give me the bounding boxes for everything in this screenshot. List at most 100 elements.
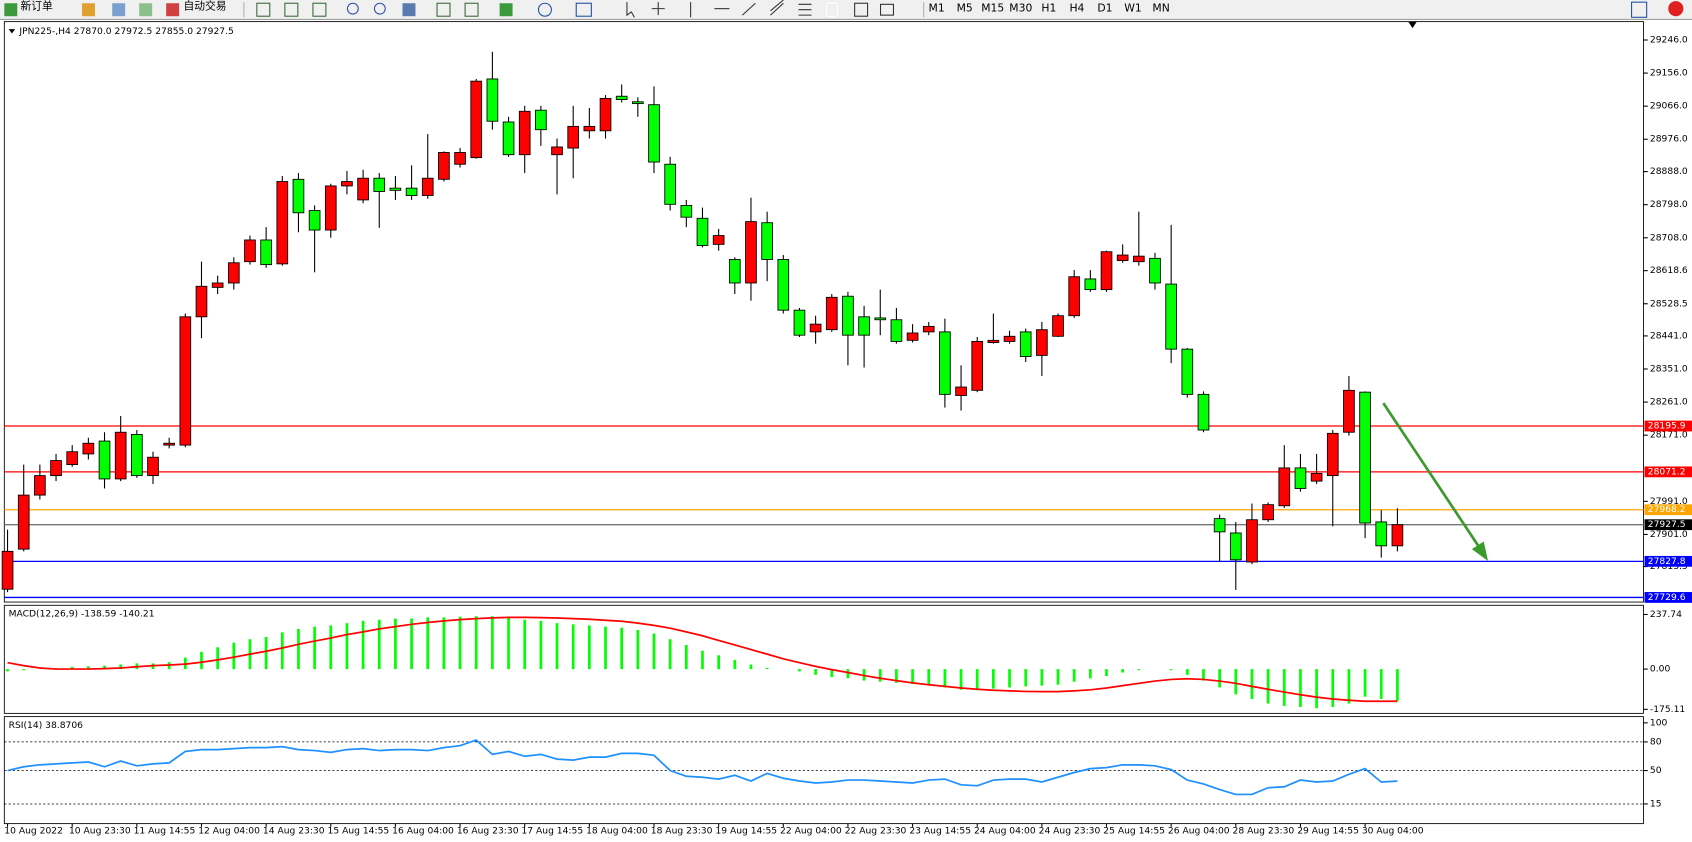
level-label-bg [1644,420,1692,432]
x-tick-label: 30 Aug 04:00 [1362,826,1424,837]
trendline-icon[interactable] [742,2,756,16]
candle-body [632,101,644,105]
candle-body [50,460,62,477]
x-tick-label: 16 Aug 04:00 [392,826,454,837]
tool-icon[interactable] [112,3,126,17]
candle-body [1019,331,1032,357]
candle-body [357,177,369,201]
candle-body [163,442,175,446]
template-icon[interactable] [575,2,592,17]
candle-body [1391,524,1404,547]
period-icon[interactable] [537,2,552,17]
tool-icon[interactable] [464,2,479,17]
timeframe-button[interactable]: MN [1152,2,1169,15]
indicator-icon[interactable] [499,3,513,17]
signal-line [7,616,1398,703]
new-order-button[interactable]: 新订单 [21,0,54,12]
timeframe-button[interactable]: M1 [929,2,945,15]
candle-body [470,80,483,159]
timeframe-button[interactable]: M15 [981,2,1004,15]
macd-panel [3,604,1644,714]
x-tick-label: 29 Aug 14:55 [1297,826,1359,837]
chart-title: JPN225-,H4 27870.0 27972.5 27855.0 27927… [18,26,234,37]
candle-body [1003,335,1016,342]
timeframe-button[interactable]: M30 [1009,2,1032,15]
rsi-line [7,739,1398,796]
search-icon[interactable] [1631,1,1648,18]
y-tick-label: 28351.0 [1650,364,1688,375]
timeframe-button[interactable]: D1 [1097,2,1112,15]
level-label-bg [1644,519,1692,531]
y-tick-label: 28171.0 [1650,430,1688,441]
auto-trading-icon[interactable] [166,3,180,17]
x-tick-label: 23 Aug 14:55 [909,826,971,837]
candle-body [825,296,838,331]
zoom-out-icon[interactable] [373,2,386,15]
candle-body [276,181,289,265]
shapes-icon[interactable] [879,3,895,16]
candle-body [1068,276,1081,317]
tool-icon[interactable] [312,2,327,17]
candle-body [551,146,563,156]
candle-body [696,217,709,246]
candle-body [1165,283,1177,350]
x-tick-label: 14 Aug 23:30 [263,826,325,837]
auto-trading-button[interactable]: 自动交易 [183,0,226,12]
new-order-icon[interactable] [4,3,18,17]
y-tick-label: 50 [1650,765,1662,776]
candle-body [1310,472,1323,482]
candle-body [583,125,596,132]
text-icon[interactable] [826,2,838,17]
label-icon[interactable] [854,2,869,17]
y-tick-label: 28708.0 [1650,232,1688,243]
candle-body [195,285,208,318]
crosshair-icon[interactable] [651,2,665,16]
candle-body [131,434,143,477]
toolbar [0,0,1692,20]
y-tick-label: 80 [1650,736,1662,747]
candle-body [874,317,887,321]
candle-body [324,185,337,231]
candle-body [179,316,192,446]
level-label-bg [1644,592,1692,603]
x-tick-label: 15 Aug 14:55 [328,826,390,837]
notification-icon[interactable] [1668,1,1684,17]
tool-icon[interactable] [284,2,299,17]
timeframe-button[interactable]: M5 [957,2,973,15]
timeframe-bar: M1 M5 M15 M30 H1 H4 D1 W1 MN [929,2,1170,15]
y-tick-label: 27991.0 [1650,496,1688,507]
candle-body [260,239,272,266]
x-tick-label: 18 Aug 04:00 [586,826,648,837]
tool-icon[interactable] [256,2,271,17]
candle-body [858,316,870,336]
timeframe-button[interactable]: H4 [1069,2,1084,15]
annotation-arrow [1382,402,1489,561]
tool-icon[interactable] [82,3,95,17]
candle-body [922,325,935,333]
timeframe-button[interactable]: H1 [1041,2,1056,15]
channel-icon[interactable] [770,0,784,16]
candle-body [777,259,790,311]
y-tick-label: 237.74 [1650,609,1682,620]
level-label-bg [1644,504,1692,516]
candle-body [1100,251,1113,291]
fibo-icon[interactable] [798,3,812,16]
zoom-in-icon[interactable] [346,2,359,15]
candle-body [147,456,159,477]
candle-body [66,451,79,466]
candle-body [793,309,806,336]
candle-body [1246,519,1258,563]
timeframe-button[interactable]: W1 [1124,2,1142,15]
cursor-icon[interactable] [626,2,635,18]
tool-icon[interactable] [139,3,153,17]
candle-body [955,386,967,396]
tool-icon[interactable] [436,2,451,17]
candle-body [1262,504,1274,521]
candle-body [421,177,434,196]
tile-icon[interactable] [402,3,416,17]
x-tick-label: 28 Aug 23:30 [1233,826,1295,837]
candle-body [244,239,256,263]
y-tick-label: 15 [1650,798,1662,809]
candle-body [341,181,353,187]
candle-body [454,152,466,165]
